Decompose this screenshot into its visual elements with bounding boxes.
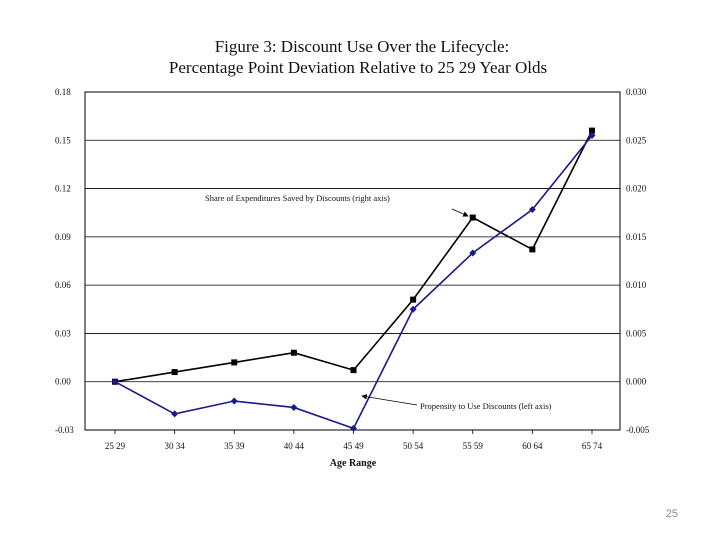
y-right-tick-label: 0.015 <box>626 232 647 242</box>
series-2-point <box>290 403 298 411</box>
series-1-point <box>589 127 595 134</box>
annotation-label-2: Propensity to Use Discounts (left axis) <box>420 401 552 411</box>
series-1-point <box>469 214 476 221</box>
x-tick-label: 50 54 <box>403 441 424 451</box>
y-left-tick-label: 0.15 <box>55 135 71 145</box>
x-tick-label: 55 59 <box>463 441 484 451</box>
x-tick-label: 35 39 <box>224 441 245 451</box>
chart-subtitle: Percentage Point Deviation Relative to 2… <box>169 58 547 77</box>
y-right-tick-label: 0.010 <box>626 280 647 290</box>
chart-title: Figure 3: Discount Use Over the Lifecycl… <box>215 37 510 56</box>
slide-number: 25 <box>665 508 678 520</box>
annotation-arrow-1 <box>451 208 469 217</box>
y-left-tick-label: -0.03 <box>55 425 74 435</box>
y-left-tick-label: 0.06 <box>55 280 71 290</box>
series-1-point <box>350 367 357 374</box>
series-2-point <box>230 397 238 405</box>
y-left-tick-label: 0.00 <box>55 377 71 387</box>
x-tick-label: 40 44 <box>284 441 305 451</box>
y-left-tick-label: 0.03 <box>55 328 71 338</box>
y-right-tick-label: 0.000 <box>626 377 647 387</box>
x-tick-label: 25 29 <box>105 441 126 451</box>
y-left-tick-label: 0.12 <box>55 184 71 194</box>
y-right-tick-label: 0.030 <box>626 87 647 97</box>
series-1-point <box>529 246 536 253</box>
series-2-point <box>528 205 536 213</box>
series-line-1 <box>114 130 593 383</box>
series-2-point <box>171 410 179 418</box>
series-1-point <box>231 359 238 366</box>
y-left-tick-label: 0.09 <box>55 232 71 242</box>
x-axis-label: Age Range <box>330 458 377 469</box>
x-tick-label: 65 74 <box>582 441 603 451</box>
x-tick-label: 45 49 <box>343 441 364 451</box>
series-2-point <box>409 305 417 313</box>
series-line-2 <box>114 134 593 430</box>
x-tick-label: 30 34 <box>165 441 186 451</box>
x-tick-label: 60 64 <box>522 441 543 451</box>
y-right-tick-label: -0.005 <box>626 425 650 435</box>
annotation-arrow-2 <box>361 394 418 406</box>
y-right-tick-label: 0.020 <box>626 184 647 194</box>
plot-frame <box>84 91 621 431</box>
y-left-tick-label: 0.18 <box>55 87 71 97</box>
series-1-point <box>171 369 178 376</box>
y-right-tick-label: 0.025 <box>626 135 647 145</box>
annotation-label-1: Share of Expenditures Saved by Discounts… <box>205 193 390 203</box>
series-1-point <box>410 296 417 303</box>
series-1-point <box>290 349 297 356</box>
series-2-point <box>588 131 596 139</box>
y-right-tick-label: 0.005 <box>626 328 647 338</box>
series-2-point <box>469 249 477 257</box>
series-2-point <box>111 378 119 386</box>
series-2-point <box>350 424 357 432</box>
